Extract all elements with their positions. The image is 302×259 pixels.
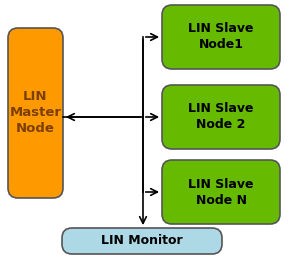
- FancyBboxPatch shape: [62, 228, 222, 254]
- FancyBboxPatch shape: [162, 160, 280, 224]
- Text: LIN Slave
Node1: LIN Slave Node1: [188, 23, 254, 52]
- FancyBboxPatch shape: [162, 5, 280, 69]
- Text: LIN
Master
Node: LIN Master Node: [9, 90, 62, 135]
- FancyBboxPatch shape: [8, 28, 63, 198]
- Text: LIN Slave
Node 2: LIN Slave Node 2: [188, 103, 254, 132]
- Text: LIN Monitor: LIN Monitor: [101, 234, 183, 248]
- FancyBboxPatch shape: [162, 85, 280, 149]
- Text: LIN Slave
Node N: LIN Slave Node N: [188, 177, 254, 206]
